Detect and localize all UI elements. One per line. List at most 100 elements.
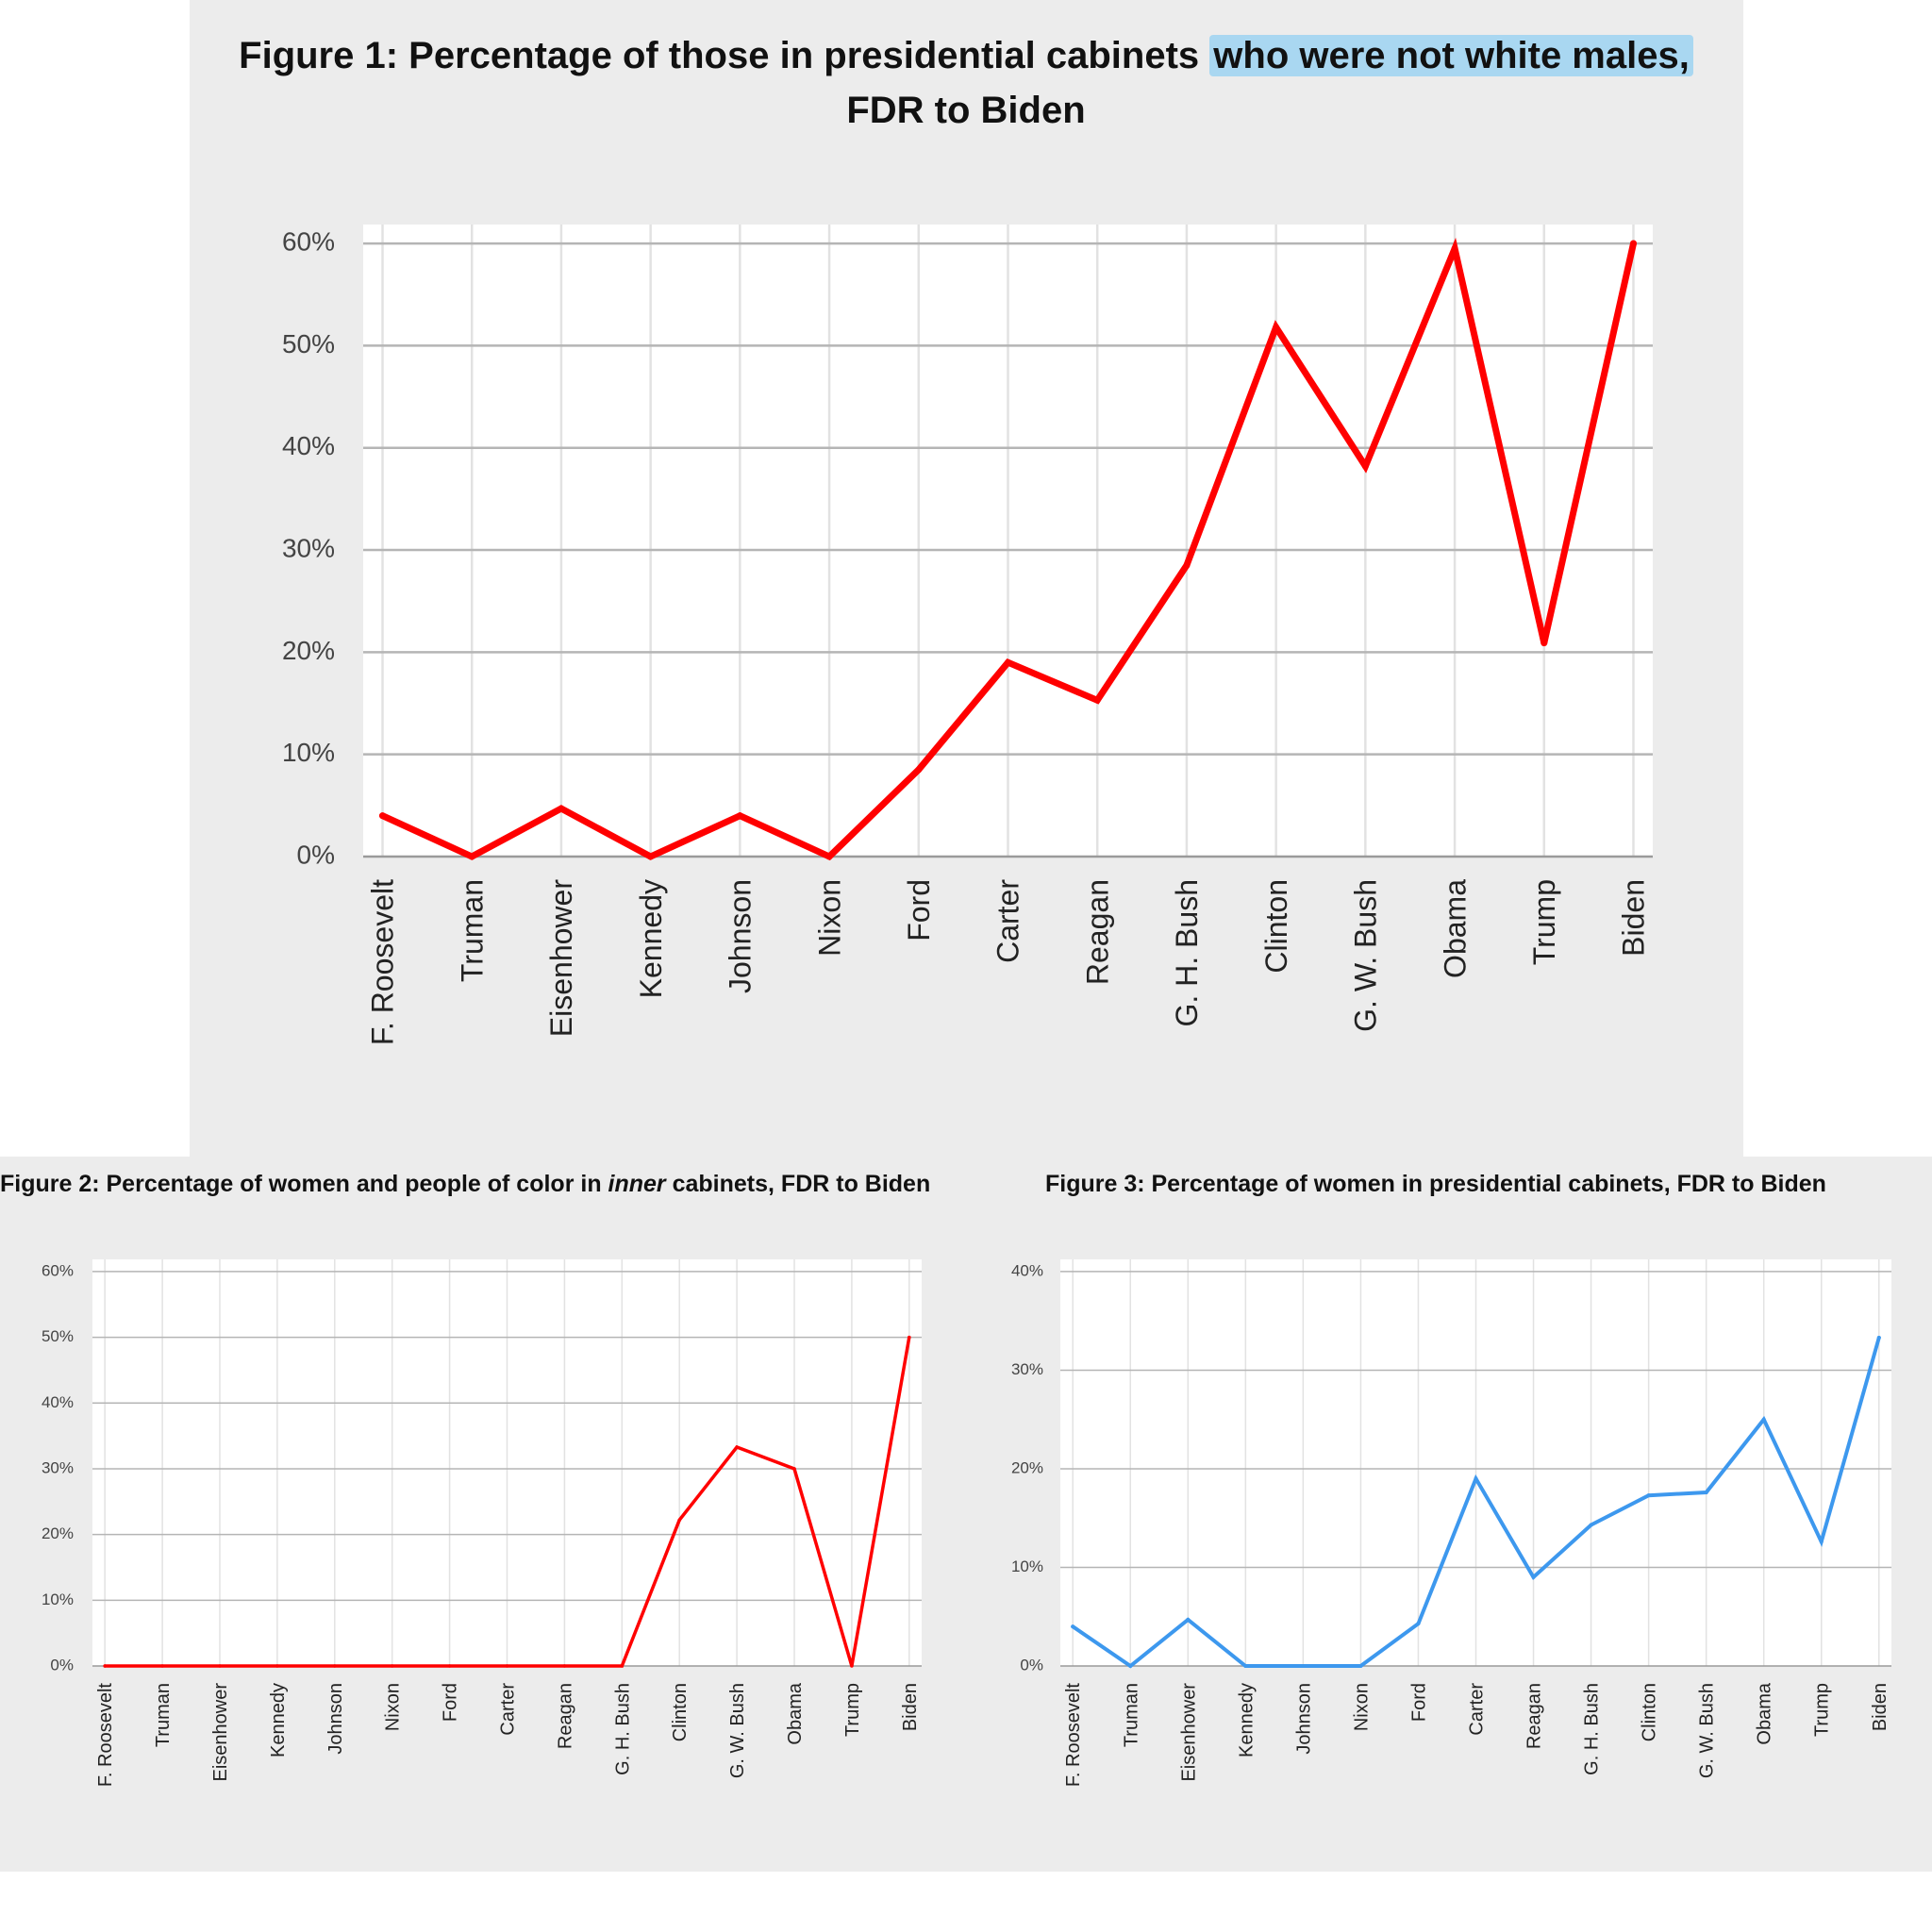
figure-1-title-suffix: FDR to Biden	[846, 90, 1086, 131]
fig3-data-point	[1301, 1664, 1306, 1668]
figure-2-title-prefix: Figure 2: Percentage of women and people…	[0, 1171, 608, 1197]
fig2-x-tick-label: Ford	[441, 1683, 461, 1722]
fig1-data-point	[736, 812, 743, 820]
figure-1-title-highlight: who were not white males,	[1209, 35, 1693, 76]
fig2-y-tick-label: 60%	[42, 1261, 74, 1279]
fig1-x-tick-label: Johnson	[724, 879, 758, 993]
fig1-y-tick-label: 30%	[282, 533, 335, 562]
fig3-y-tick-label: 40%	[1011, 1261, 1043, 1279]
fig3-x-tick-label: Obama	[1755, 1682, 1775, 1744]
fig1-data-point	[915, 766, 923, 774]
fig2-data-point	[103, 1664, 107, 1668]
figure-2-title: Figure 2: Percentage of women and people…	[0, 1168, 930, 1200]
fig3-x-tick-label: Biden	[1870, 1683, 1890, 1731]
fig3-data-point	[1416, 1622, 1421, 1626]
fig1-y-tick-label: 10%	[282, 738, 335, 767]
fig2-x-tick-label: Johnson	[325, 1683, 346, 1755]
figure-3-title: Figure 3: Percentage of women in preside…	[1045, 1171, 1826, 1197]
fig3-x-tick-label: Truman	[1121, 1683, 1141, 1747]
fig1-chart: 0% 10% 20% 30% 40% 50% 60% F. Roosevelt Truman Ei…	[282, 225, 1653, 1045]
fig1-x-tick-label: Carter	[991, 879, 1025, 963]
fig1-y-tick-label: 40%	[282, 431, 335, 460]
fig3-data-point	[1243, 1664, 1248, 1668]
fig3-x-tick-label: G. W. Bush	[1697, 1683, 1718, 1778]
fig2-chart: 0% 10% 20% 30% 40% 50% 60% F. Roosevelt Truman Ei…	[42, 1259, 922, 1787]
fig1-x-tick-label: G. W. Bush	[1349, 879, 1383, 1032]
fig3-y-tick-label: 0%	[1020, 1656, 1043, 1674]
fig3-x-tick-label: Kennedy	[1236, 1683, 1257, 1757]
fig1-x-tick-label: Trump	[1527, 879, 1561, 965]
fig2-data-point	[735, 1445, 739, 1449]
fig2-data-point	[390, 1664, 394, 1668]
fig2-data-point	[333, 1664, 337, 1668]
fig3-x-tick-label: Eisenhower	[1178, 1683, 1199, 1782]
fig2-data-point	[620, 1664, 625, 1668]
fig3-data-point	[1128, 1664, 1133, 1668]
figure-1-title-prefix: Figure 1: Percentage of those in preside…	[239, 35, 1210, 76]
fig3-x-tick-label: Reagan	[1524, 1683, 1545, 1749]
fig3-chart: 0% 10% 20% 30% 40% F. Roosevelt Truman Eisenhow…	[1011, 1259, 1891, 1787]
fig3-data-point	[1531, 1574, 1536, 1579]
fig1-y-tick-label: 50%	[282, 329, 335, 358]
fig2-data-point	[850, 1664, 854, 1668]
fig2-y-tick-label: 40%	[42, 1393, 74, 1411]
fig2-x-tick-label: Kennedy	[268, 1683, 289, 1757]
fig3-data-point	[1876, 1335, 1881, 1340]
fig3-data-point	[1474, 1476, 1478, 1481]
fig2-x-tick-label: F. Roosevelt	[95, 1683, 116, 1787]
fig2-y-tick-label: 10%	[42, 1591, 74, 1608]
fig2-data-point	[275, 1664, 279, 1668]
fig1-data-point	[1361, 462, 1369, 470]
fig3-data-point	[1071, 1624, 1075, 1629]
fig1-data-point	[1629, 240, 1637, 247]
fig1-data-point	[1273, 324, 1280, 331]
fig1-y-tick-label: 0%	[297, 840, 335, 869]
fig1-data-point	[1451, 245, 1458, 253]
fig3-data-point	[1589, 1523, 1593, 1527]
fig3-x-tick-label: Trump	[1812, 1683, 1833, 1737]
fig1-x-tick-label: Kennedy	[634, 879, 668, 998]
fig2-data-point	[447, 1664, 452, 1668]
fig1-data-point	[468, 853, 475, 860]
fig1-data-point	[558, 805, 565, 812]
fig2-data-point	[562, 1664, 567, 1668]
fig2-x-tick-label: Eisenhower	[210, 1683, 231, 1782]
fig1-x-tick-label: Clinton	[1259, 879, 1293, 974]
fig3-x-tick-label: Clinton	[1640, 1683, 1660, 1741]
fig2-y-tick-label: 50%	[42, 1327, 74, 1345]
fig2-x-tick-label: G. W. Bush	[727, 1683, 748, 1778]
fig2-x-tick-label: Biden	[900, 1683, 921, 1731]
fig3-y-tick-label: 20%	[1011, 1458, 1043, 1476]
fig2-y-tick-label: 20%	[42, 1524, 74, 1542]
fig1-data-point	[647, 853, 655, 860]
fig3-x-tick-label: Ford	[1408, 1683, 1429, 1722]
fig3-data-point	[1358, 1664, 1363, 1668]
fig2-y-tick-label: 30%	[42, 1458, 74, 1476]
fig3-data-point	[1819, 1540, 1824, 1544]
fig1-x-tick-label: Truman	[455, 879, 489, 982]
fig1-x-tick-label: Ford	[902, 879, 936, 941]
fig2-x-tick-label: Trump	[842, 1683, 863, 1737]
fig1-y-tick-label: 20%	[282, 636, 335, 665]
fig1-data-point	[825, 853, 833, 860]
fig2-data-point	[792, 1467, 796, 1471]
fig3-x-tick-label: Nixon	[1351, 1683, 1372, 1731]
fig3-x-tick-label: Carter	[1467, 1683, 1488, 1736]
fig2-x-tick-label: G. H. Bush	[612, 1683, 633, 1775]
fig1-x-tick-label: Reagan	[1080, 879, 1114, 985]
fig1-y-tick-label: 60%	[282, 226, 335, 256]
fig3-x-tick-label: G. H. Bush	[1582, 1683, 1603, 1775]
fig2-x-tick-label: Reagan	[555, 1683, 575, 1749]
fig1-data-point	[1005, 658, 1011, 666]
fig1-x-tick-label: Obama	[1438, 879, 1472, 978]
fig2-y-tick-label: 0%	[50, 1656, 74, 1674]
fig3-x-tick-label: F. Roosevelt	[1063, 1683, 1084, 1787]
fig2-data-point	[908, 1335, 911, 1340]
fig3-data-point	[1704, 1491, 1708, 1495]
fig1-data-point	[1183, 561, 1191, 569]
fig2-x-tick-label: Carter	[498, 1683, 519, 1736]
fig1-x-tick-label: G. H. Bush	[1170, 879, 1204, 1027]
fig2-data-point	[160, 1664, 164, 1668]
fig2-x-tick-label: Truman	[153, 1683, 174, 1747]
fig2-data-point	[505, 1664, 509, 1668]
